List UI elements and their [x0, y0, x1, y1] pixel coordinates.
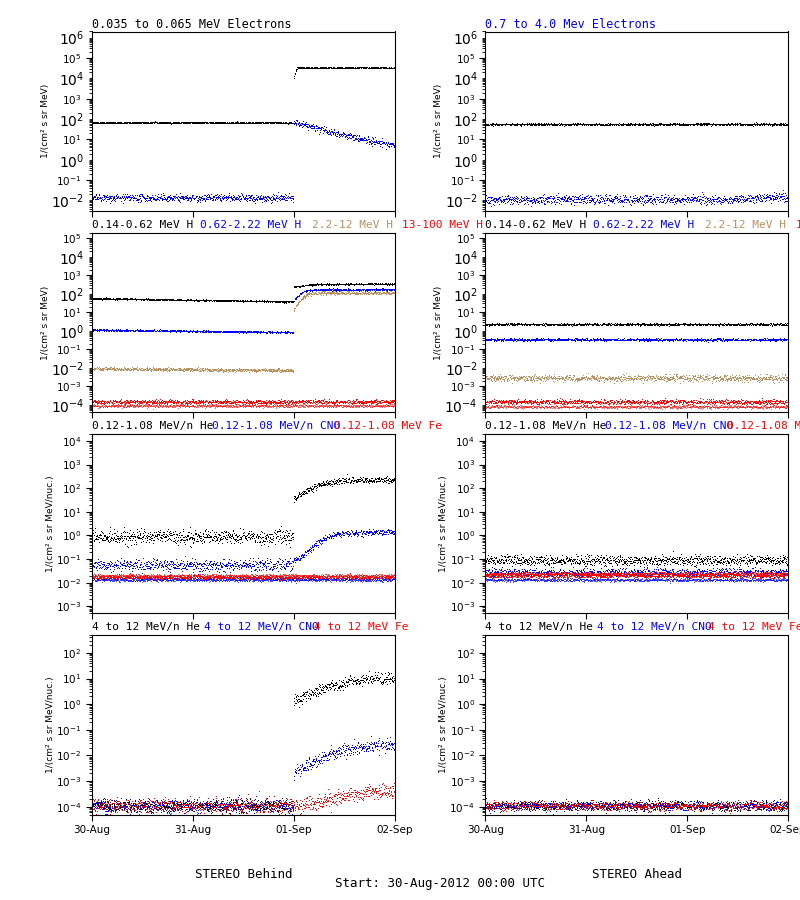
Text: 0.14-0.62 MeV H: 0.14-0.62 MeV H [92, 220, 194, 230]
Text: 0.12-1.08 MeV Fe: 0.12-1.08 MeV Fe [334, 421, 442, 431]
Text: STEREO Behind: STEREO Behind [194, 868, 292, 880]
Text: 0.62-2.22 MeV H: 0.62-2.22 MeV H [200, 220, 302, 230]
Text: 4 to 12 MeV Fe: 4 to 12 MeV Fe [314, 623, 409, 633]
Text: 0.7 to 4.0 Mev Electrons: 0.7 to 4.0 Mev Electrons [486, 19, 656, 32]
Text: 0.12-1.08 MeV/n He: 0.12-1.08 MeV/n He [486, 421, 607, 431]
Text: 0.12-1.08 MeV Fe: 0.12-1.08 MeV Fe [727, 421, 800, 431]
Y-axis label: 1/(cm² s sr MeV/nuc.): 1/(cm² s sr MeV/nuc.) [439, 475, 448, 572]
Text: Start: 30-Aug-2012 00:00 UTC: Start: 30-Aug-2012 00:00 UTC [335, 877, 545, 889]
Text: STEREO Ahead: STEREO Ahead [592, 868, 682, 880]
Text: 4 to 12 MeV/n He: 4 to 12 MeV/n He [92, 623, 200, 633]
Y-axis label: 1/(cm² s sr MeV/nuc.): 1/(cm² s sr MeV/nuc.) [439, 677, 448, 773]
Y-axis label: 1/(cm² s sr MeV/nuc.): 1/(cm² s sr MeV/nuc.) [46, 677, 54, 773]
Text: 4 to 12 MeV Fe: 4 to 12 MeV Fe [708, 623, 800, 633]
Text: 4 to 12 MeV/n CNO: 4 to 12 MeV/n CNO [204, 623, 318, 633]
Text: 0.035 to 0.065 MeV Electrons: 0.035 to 0.065 MeV Electrons [92, 19, 291, 32]
Y-axis label: 1/(cm² s sr MeV): 1/(cm² s sr MeV) [41, 285, 50, 360]
Text: 4 to 12 MeV/n CNO: 4 to 12 MeV/n CNO [598, 623, 712, 633]
Y-axis label: 1/(cm² s sr MeV/nuc.): 1/(cm² s sr MeV/nuc.) [46, 475, 54, 572]
Text: 0.12-1.08 MeV/n He: 0.12-1.08 MeV/n He [92, 421, 214, 431]
Text: 13-100 MeV H: 13-100 MeV H [402, 220, 483, 230]
Y-axis label: 1/(cm² s sr MeV): 1/(cm² s sr MeV) [434, 85, 443, 158]
Text: 0.12-1.08 MeV/n CNO: 0.12-1.08 MeV/n CNO [212, 421, 340, 431]
Y-axis label: 1/(cm² s sr MeV): 1/(cm² s sr MeV) [41, 85, 50, 158]
Text: 13-100 MeV H: 13-100 MeV H [796, 220, 800, 230]
Text: 4 to 12 MeV/n He: 4 to 12 MeV/n He [486, 623, 594, 633]
Y-axis label: 1/(cm² s sr MeV): 1/(cm² s sr MeV) [434, 285, 443, 360]
Text: 0.62-2.22 MeV H: 0.62-2.22 MeV H [594, 220, 694, 230]
Text: 0.14-0.62 MeV H: 0.14-0.62 MeV H [486, 220, 586, 230]
Text: 2.2-12 MeV H: 2.2-12 MeV H [706, 220, 786, 230]
Text: 2.2-12 MeV H: 2.2-12 MeV H [312, 220, 393, 230]
Text: 0.12-1.08 MeV/n CNO: 0.12-1.08 MeV/n CNO [606, 421, 734, 431]
